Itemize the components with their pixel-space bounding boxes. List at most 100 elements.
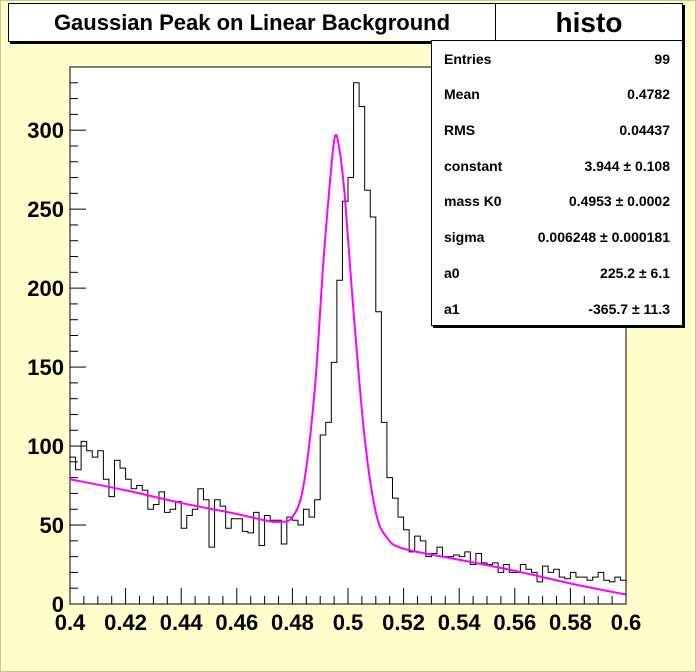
x-tick-label: 0.52	[382, 610, 425, 635]
histogram-bin	[476, 553, 482, 604]
histogram-bin	[520, 565, 526, 604]
histogram-bin	[448, 557, 454, 604]
chart-title: Gaussian Peak on Linear Background	[8, 3, 496, 42]
histogram-bin	[593, 577, 599, 604]
histogram-bin	[209, 547, 215, 604]
histogram-bin	[181, 528, 187, 604]
histogram-bin	[342, 201, 348, 604]
histogram-bin	[309, 517, 315, 604]
histogram-bin	[398, 517, 404, 604]
x-tick-label: 0.44	[160, 610, 204, 635]
histogram-bin	[165, 512, 171, 604]
histogram-bin	[615, 577, 621, 604]
y-tick-label: 0	[52, 592, 64, 617]
histogram-bin	[81, 441, 87, 604]
histogram-bin	[315, 500, 321, 604]
y-tick-label: 100	[27, 434, 64, 459]
histogram-bin	[237, 519, 243, 604]
stat-label: Mean	[444, 86, 480, 102]
histogram-bin	[548, 572, 554, 604]
histogram-bin	[370, 217, 376, 604]
x-tick-label: 0.5	[333, 610, 364, 635]
stat-label: Entries	[444, 51, 492, 67]
histogram-bin	[287, 517, 293, 604]
histogram-bin	[426, 557, 432, 604]
histogram-bin	[203, 500, 209, 604]
histogram-bin	[298, 525, 304, 604]
y-tick-label: 50	[40, 513, 64, 538]
histogram-bin	[515, 572, 521, 604]
stat-value: 225.2 ± 6.1	[600, 265, 670, 281]
histogram-bin	[365, 190, 371, 604]
histogram-bin	[159, 492, 165, 604]
histogram-bin	[226, 528, 232, 604]
stat-row-rms: RMS 0.04437	[444, 120, 670, 140]
stat-row-a1: a1 -365.7 ± 11.3	[444, 299, 670, 319]
stat-value: 99	[654, 51, 670, 67]
y-tick-label: 200	[27, 276, 64, 301]
histogram-bin	[270, 520, 276, 604]
histogram-bin	[142, 490, 148, 604]
x-tick-label: 0.56	[493, 610, 536, 635]
histogram-bin	[220, 506, 226, 604]
histogram-bin	[87, 451, 93, 604]
stat-value: 3.944 ± 0.108	[584, 158, 670, 174]
histogram-bin	[454, 555, 460, 604]
histogram-bin	[276, 520, 282, 604]
histogram-bin	[92, 457, 98, 604]
histogram-bin	[587, 580, 593, 604]
stat-label: a1	[444, 301, 460, 317]
x-tick-label: 0.48	[271, 610, 314, 635]
histogram-bin	[114, 460, 120, 604]
histogram-bin	[531, 572, 537, 604]
fit-layer	[69, 133, 627, 596]
histogram-bin	[409, 552, 415, 604]
histogram-bin	[431, 553, 437, 604]
histogram-bin	[76, 470, 82, 604]
stat-label: RMS	[444, 122, 476, 138]
histogram-bin	[415, 536, 421, 604]
histogram-bin	[459, 557, 465, 604]
histogram-bin	[620, 580, 626, 604]
stat-value: 0.4953 ± 0.0002	[568, 193, 670, 209]
stat-row-constant: constant 3.944 ± 0.108	[444, 156, 670, 176]
histogram-bin	[126, 479, 132, 604]
y-tick-label: 250	[27, 197, 64, 222]
histogram-bin	[265, 516, 271, 604]
histogram-bin	[543, 566, 549, 604]
histogram-bin	[242, 531, 248, 604]
histogram-bin	[98, 451, 104, 604]
histogram-bin	[292, 520, 298, 604]
histogram-bin	[404, 530, 410, 604]
histogram-bin	[331, 362, 337, 604]
histogram-bin	[487, 565, 493, 604]
stat-value: 0.006248 ± 0.000181	[537, 229, 670, 245]
histogram-bin	[326, 422, 332, 604]
stat-value: 0.04437	[619, 122, 670, 138]
histogram-bin	[170, 509, 176, 604]
histogram-bin	[192, 509, 198, 604]
x-tick-label: 0.4	[55, 610, 86, 635]
stat-label: a0	[444, 265, 460, 281]
histogram-bin	[281, 544, 287, 604]
histogram-bin	[259, 546, 265, 604]
histogram-bin	[231, 519, 237, 604]
histogram-bin	[148, 509, 154, 604]
histogram-bin	[570, 572, 576, 604]
stat-row-mean: Mean 0.4782	[444, 84, 670, 104]
histogram-bin	[320, 435, 326, 604]
x-tick-label: 0.58	[549, 610, 592, 635]
histogram-bin	[465, 552, 471, 604]
histogram-name: histo	[495, 3, 683, 42]
axis-layer: 0.4 0.42 0.44 0.46 0.48 0.5 0.52 0.54 0.56 0.58 0.…	[27, 66, 641, 635]
stat-value: -365.7 ± 11.3	[588, 301, 670, 317]
histogram-bin	[576, 577, 582, 604]
stats-box: Entries 99 Mean 0.4782 RMS 0.04437 const…	[431, 40, 683, 326]
y-tick-label: 150	[27, 355, 64, 380]
histogram-bin	[392, 498, 398, 604]
histogram-bin	[103, 479, 109, 604]
histogram-bin	[137, 486, 143, 604]
histogram-bin	[604, 580, 610, 604]
histogram-bin	[493, 563, 499, 604]
histogram-bin	[481, 563, 487, 604]
